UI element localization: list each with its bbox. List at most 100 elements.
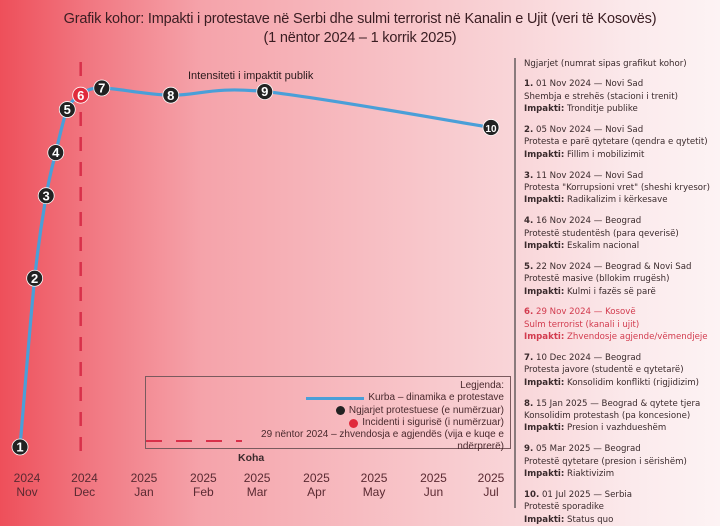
event-date-place: 01 Nov 2024 — Novi Sad [535, 79, 644, 90]
event-marker [482, 119, 500, 136]
event-number: 5. [524, 261, 534, 272]
event-impact: Impakti: Kulmi i fazës së parë [524, 286, 720, 298]
event-impact: Impakti: Konsolidim konflikti (rigjidizi… [524, 377, 720, 389]
event-impact: Impakti: Fillim i mobilizimit [524, 149, 720, 161]
x-tick-month: Jan [134, 485, 154, 499]
marker-label: 2 [31, 271, 38, 286]
x-tick-month: May [362, 485, 386, 499]
x-tick-label: 2025 Jan [119, 471, 169, 499]
x-tick-month: Apr [307, 485, 326, 499]
event-number: 9. [524, 444, 534, 455]
y-annotation: Intensiteti i impaktit publik [188, 70, 314, 82]
curve-swatch-icon [306, 396, 365, 400]
impact-label: Impakti: [524, 377, 565, 388]
x-tick-month: Jun [423, 485, 444, 499]
event-impact: Impakti: Eskalim nacional [524, 240, 720, 252]
event-impact: Impakti: Tronditje publike [524, 103, 720, 115]
event-item: 4. 16 Nov 2024 — Beograd Protestë student… [524, 215, 720, 252]
impact-label: Impakti: [524, 241, 565, 252]
timeline-chart: 1 2 3 4 56 7 8 9 10 [11, 62, 500, 456]
event-header: 6. 29 Nov 2024 — Kosovë [524, 306, 720, 318]
event-header: 2. 05 Nov 2024 — Novi Sad [524, 124, 720, 136]
event-item: 6. 29 Nov 2024 — Kosovë Sulm terrorist (k… [524, 306, 720, 343]
impact-label: Impakti: [524, 104, 565, 115]
black-dot-icon [335, 406, 345, 416]
legend-item-incident: Incidenti i sigurisë (i numërzuar) [146, 417, 504, 429]
chart-title-line2: (1 nëntor 2024 – 1 korrik 2025) [263, 30, 457, 46]
marker-label: 5 [64, 102, 71, 117]
event-description: Shembja e strehës (stacioni i trenit) [524, 91, 678, 102]
event-impact: Impakti: Riaktivizim [524, 468, 720, 480]
event-number: 7. [524, 353, 534, 364]
chart-title-line1: Grafik kohor: Impakti i protestave në Se… [63, 11, 657, 27]
marker-label: 3 [43, 188, 50, 203]
impact-value: Radikalizim i kërkesave [567, 195, 668, 206]
impact-value: Fillim i mobilizimit [567, 149, 645, 160]
event-impact: Impakti: Zhvendosje agjende/vëmendjeje [524, 331, 720, 343]
event-date-place: 01 Jul 2025 — Serbia [541, 489, 633, 500]
impact-value: Tronditje publike [567, 104, 638, 115]
legend-incident-label: Incidenti i sigurisë (i numërzuar) [362, 416, 504, 428]
event-number: 3. [524, 170, 534, 181]
impact-label: Impakti: [524, 332, 565, 343]
event-header: 7. 10 Dec 2024 — Beograd [524, 352, 720, 364]
x-tick-label: 2025 Feb [178, 471, 228, 499]
events-sidebar: Ngjarjet (numrat sipas grafikut kohor) 1… [514, 58, 720, 525]
legend-item-curve: Kurba – dinamika e protestave [146, 392, 504, 404]
event-date-place: 16 Nov 2024 — Beograd [535, 216, 642, 227]
event-description: Protesta "Korrupsioni vret" (sheshi krye… [524, 183, 710, 194]
legend-item-dashed: 29 nëntor 2024 – zhvendosja e agjendës (… [146, 429, 504, 454]
impact-label: Impakti: [524, 469, 565, 480]
event-header: 1. 01 Nov 2024 — Novi Sad [524, 78, 720, 90]
event-header: 3. 11 Nov 2024 — Novi Sad [524, 170, 720, 182]
event-impact: Impakti: Status quo [524, 514, 720, 526]
dashed-line-icon [146, 440, 242, 443]
impact-value: Kulmi i fazës së parë [567, 286, 656, 297]
event-marker [162, 86, 180, 104]
events-list: 1. 01 Nov 2024 — Novi Sad Shembja e streh… [524, 78, 720, 526]
x-tick-label: 2025 Apr [292, 471, 342, 499]
incident-marker [72, 86, 90, 104]
marker-label: 6 [77, 88, 84, 103]
event-item: 3. 11 Nov 2024 — Novi Sad Protesta "Korru… [524, 170, 720, 207]
x-tick-year: 2025 [190, 471, 217, 485]
legend-dashed-label: 29 nëntor 2024 – zhvendosja e agjendës (… [261, 429, 504, 453]
x-tick-year: 2024 [13, 471, 41, 485]
impact-value: Eskalim nacional [567, 241, 640, 252]
impact-value: Konsolidim konflikti (rigjidizim) [567, 377, 700, 388]
event-marker [256, 83, 274, 100]
event-item: 8. 15 Jan 2025 — Beograd & qytete tjera K… [524, 398, 720, 435]
event-impact: Impakti: Presion i vazhdueshëm [524, 422, 720, 434]
legend-protest-label: Ngjarjet protestuese (e numërzuar) [348, 404, 504, 416]
event-description: Protestë studentësh (para qeverisë) [524, 228, 679, 239]
x-tick-label: 2025 Jul [466, 471, 516, 499]
event-item: 2. 05 Nov 2024 — Novi Sad Protesta e parë… [524, 124, 720, 161]
event-item: 1. 01 Nov 2024 — Novi Sad Shembja e streh… [524, 78, 720, 115]
event-header: 8. 15 Jan 2025 — Beograd & qytete tjera [524, 398, 720, 410]
legend-curve-label: Kurba – dinamika e protestave [368, 392, 504, 404]
impact-label: Impakti: [524, 149, 565, 160]
impact-value: Riaktivizim [567, 469, 615, 480]
x-tick-month: Jul [483, 485, 499, 499]
x-tick-year: 2025 [360, 471, 388, 485]
x-tick-year: 2025 [130, 471, 158, 485]
event-impact: Impakti: Radikalizim i kërkesave [524, 194, 720, 206]
event-item: 10. 01 Jul 2025 — Serbia Protestë sporadi… [524, 489, 720, 526]
impact-value: Presion i vazhdueshëm [567, 423, 667, 434]
event-description: Protesta e parë qytetare (qendra e qytet… [524, 137, 708, 148]
x-tick-month: Feb [193, 485, 214, 499]
event-number: 10. [524, 489, 540, 500]
event-description: Konsolidim protestash (pa koncesione) [524, 411, 691, 422]
legend-item-protest: Ngjarjet protestuese (e numërzuar) [146, 405, 504, 417]
marker-label: 1 [16, 440, 23, 455]
impact-label: Impakti: [524, 286, 565, 297]
event-date-place: 22 Nov 2024 — Beograd & Novi Sad [535, 261, 692, 272]
event-description: Protestë masive (bllokim rrugësh) [524, 274, 670, 285]
event-number: 8. [524, 398, 534, 409]
x-tick-month: Mar [246, 485, 268, 499]
event-marker [26, 269, 44, 287]
marker-label: 9 [261, 84, 268, 99]
x-tick-year: 2025 [420, 471, 447, 485]
event-date-place: 10 Dec 2024 — Beograd [535, 353, 642, 364]
event-description: Protestë qytetare (presion i sërishëm) [524, 456, 687, 467]
